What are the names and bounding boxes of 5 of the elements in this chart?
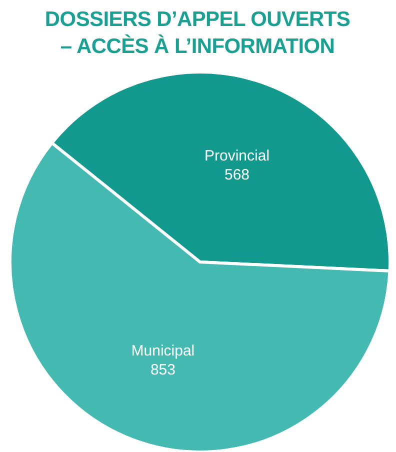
data-label: 568 xyxy=(224,166,250,184)
chart-title: DOSSIERS D’APPEL OUVERTS – ACCÈS À L’INFORMATION xyxy=(44,7,352,60)
slice-label: Municipal xyxy=(131,342,195,360)
slice-label: Provincial xyxy=(204,147,270,164)
data-label: 853 xyxy=(150,362,176,379)
